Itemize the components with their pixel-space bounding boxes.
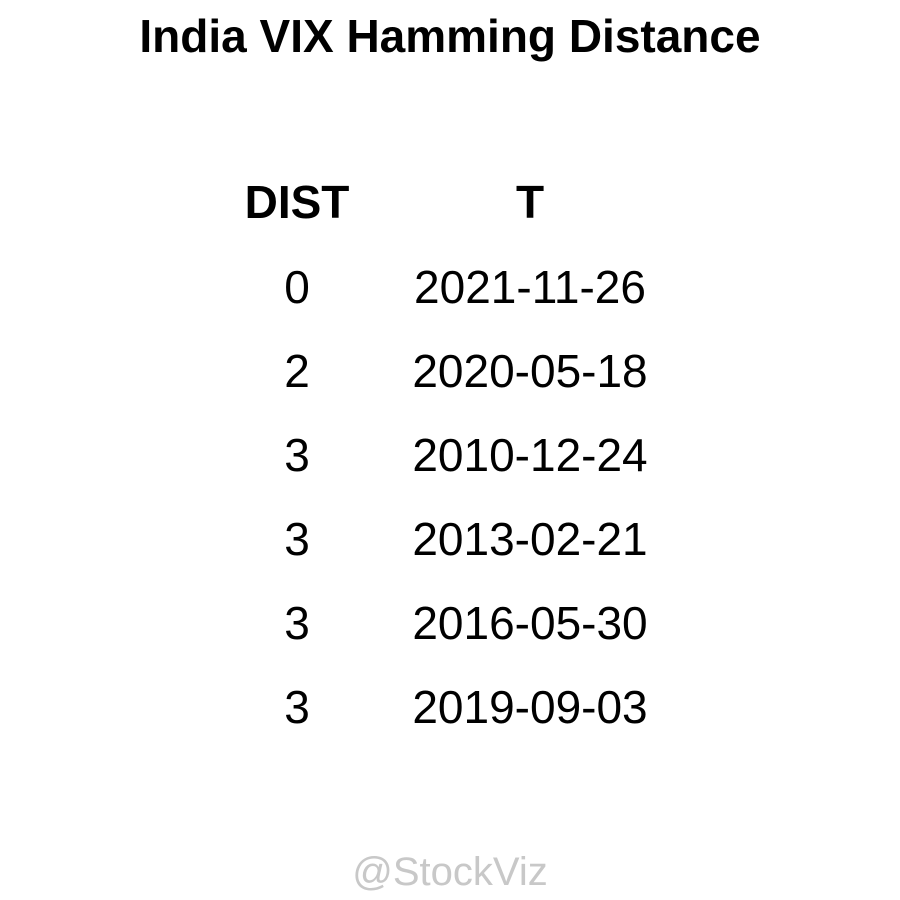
column-header-t: T: [515, 176, 545, 228]
table-cell-date: 2013-02-21: [412, 513, 648, 565]
column-header-dist: DIST: [244, 176, 350, 228]
table-cell-dist: 3: [284, 429, 310, 481]
table-cell-date: 2019-09-03: [412, 681, 648, 733]
table-cell-dist: 2: [284, 345, 310, 397]
table-cell-dist: 3: [284, 597, 310, 649]
table-cell-dist: 3: [284, 681, 310, 733]
page-title: India VIX Hamming Distance: [139, 10, 761, 62]
table-cell-dist: 0: [284, 261, 310, 313]
table-cell-date: 2010-12-24: [412, 429, 648, 481]
table-cell-date: 2020-05-18: [412, 345, 648, 397]
table-cell-date: 2021-11-26: [414, 261, 646, 313]
table-cell-date: 2016-05-30: [412, 597, 648, 649]
table-cell-dist: 3: [284, 513, 310, 565]
watermark: @StockViz: [352, 850, 548, 894]
